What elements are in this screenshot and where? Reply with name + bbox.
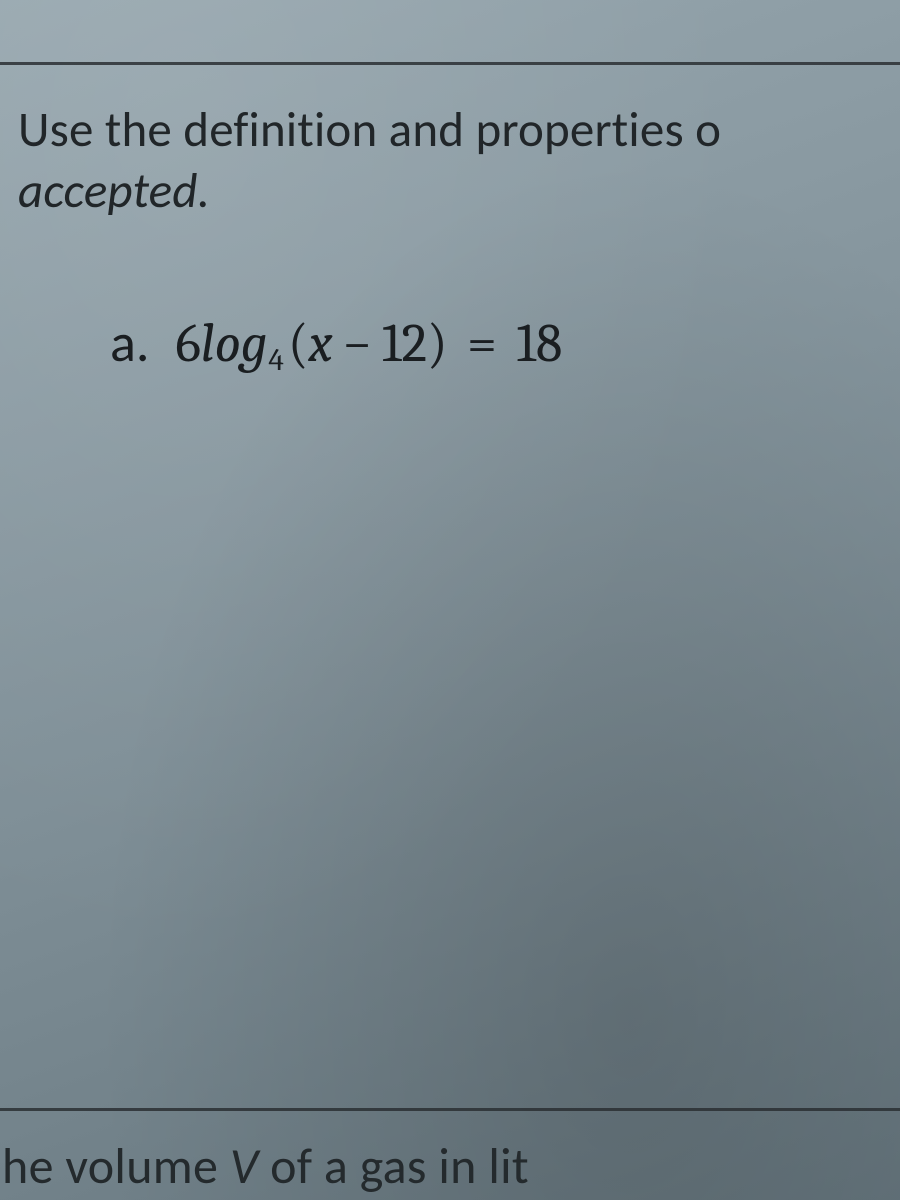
eq-coeff: 6 — [176, 312, 201, 375]
problem-label: a. — [110, 310, 150, 376]
cutoff-prefix: he volume — [2, 1136, 230, 1197]
eq-base: 4 — [267, 342, 287, 378]
instruction-text: Use the definition and properties o acce… — [18, 100, 898, 223]
eq-var: x — [308, 312, 332, 375]
eq-log: log — [201, 312, 268, 375]
eq-open: ( — [288, 312, 309, 375]
eq-const: 12 — [382, 312, 427, 375]
equation: 6log4(x−12) = 18 — [176, 312, 563, 378]
instruction-line-2: accepted. — [18, 161, 898, 222]
cutoff-italic-v: V — [230, 1136, 259, 1197]
cutoff-mid: of a gas in lit — [258, 1136, 528, 1197]
eq-equals: = — [467, 312, 497, 375]
next-question-cutoff: he volume V of a gas in lit — [2, 1136, 900, 1200]
eq-minus: − — [342, 312, 372, 375]
problem-a: a. 6log4(x−12) = 18 — [110, 310, 562, 378]
eq-close: ) — [427, 312, 448, 375]
horizontal-rule-top — [0, 62, 900, 65]
instruction-line-1: Use the definition and properties o — [18, 100, 721, 160]
horizontal-rule-bottom — [0, 1108, 900, 1111]
eq-rhs: 18 — [516, 312, 562, 375]
